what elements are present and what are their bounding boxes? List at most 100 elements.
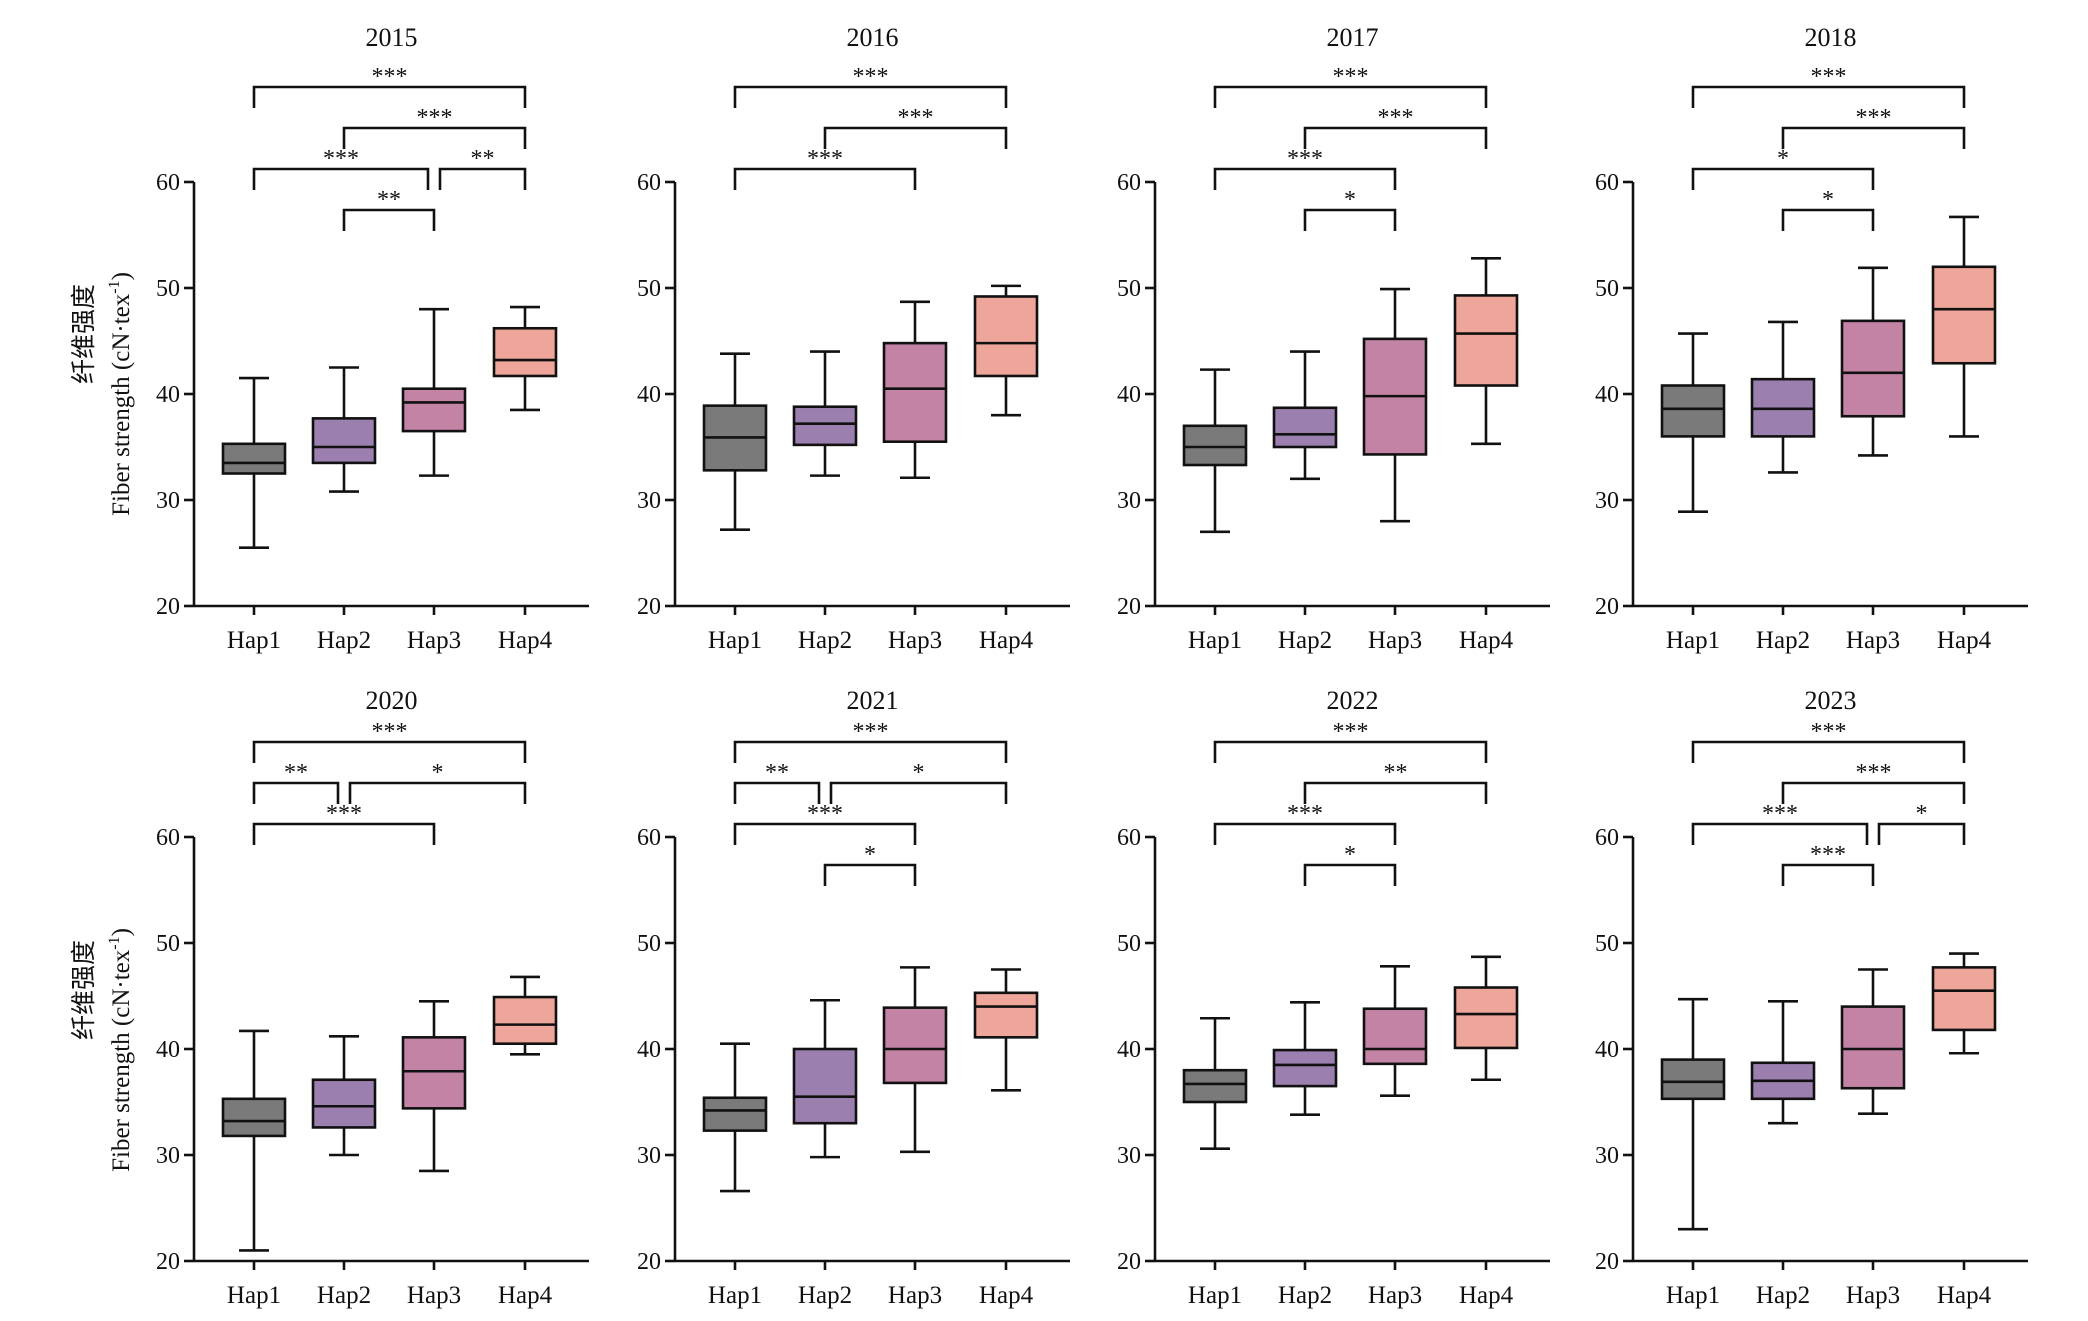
- x-tick-label: Hap2: [1278, 627, 1332, 654]
- significance-label: ***: [417, 105, 453, 131]
- box-Hap2: [1272, 1001, 1338, 1117]
- significance-bracket: [252, 822, 436, 845]
- x-tick-label: Hap4: [1459, 1282, 1514, 1309]
- box-Hap3: [401, 307, 467, 477]
- x-tick-label: Hap3: [1846, 1282, 1900, 1309]
- box-Hap2: [311, 1034, 377, 1157]
- x-tick-label: Hap2: [1756, 627, 1810, 654]
- y-tick-label: 40: [637, 1037, 661, 1063]
- box-iqr: [311, 417, 377, 465]
- y-tick-label: 60: [1117, 170, 1141, 196]
- significance-label: ***: [1856, 105, 1892, 131]
- significance-bracket: [252, 85, 527, 108]
- box-Hap4: [973, 968, 1039, 1092]
- significance-bracket: [1691, 822, 1869, 845]
- significance-label: ***: [1811, 719, 1847, 745]
- box-iqr: [702, 1096, 768, 1132]
- box-Hap4: [492, 305, 558, 412]
- x-tick-label: Hap4: [1937, 1282, 1992, 1309]
- significance-bracket: [252, 167, 430, 190]
- box-iqr: [492, 995, 558, 1045]
- box-iqr: [1660, 1058, 1726, 1101]
- x-tick-label: Hap2: [798, 627, 852, 654]
- panel-title: 2020: [366, 686, 418, 715]
- significance-label: ***: [372, 719, 408, 745]
- box-Hap4: [1931, 952, 1997, 1055]
- significance-bracket: [1781, 863, 1875, 886]
- x-tick-label: Hap2: [798, 1282, 852, 1309]
- box-iqr: [792, 1047, 858, 1125]
- significance-bracket: [348, 781, 527, 804]
- significance-label: ***: [807, 146, 843, 172]
- x-tick-label: Hap3: [888, 1282, 942, 1309]
- box-iqr: [1840, 319, 1906, 418]
- box-Hap3: [1362, 965, 1428, 1097]
- significance-bracket: [1781, 126, 1966, 149]
- y-tick-label: 50: [637, 931, 661, 957]
- significance-label: ***: [1287, 146, 1323, 172]
- y-tick-label: 20: [156, 594, 180, 620]
- x-tick-label: Hap4: [1937, 627, 1992, 654]
- y-tick-label: 40: [1595, 382, 1619, 408]
- y-tick-label: 30: [1117, 1143, 1141, 1169]
- x-tick-label: Hap1: [227, 1282, 281, 1309]
- box-Hap3: [882, 300, 948, 480]
- y-tick-label: 60: [637, 170, 661, 196]
- panel-title: 2021: [847, 686, 899, 715]
- x-tick-label: Hap4: [1459, 627, 1514, 654]
- box-Hap3: [882, 966, 948, 1154]
- significance-bracket: [1691, 740, 1966, 763]
- significance-bracket: [1213, 740, 1488, 763]
- box-iqr: [1660, 384, 1726, 438]
- chart-panel-2016: 2016 20 30 40 50 60 Hap1 Hap2 Hap3 Hap4 *** *** ***: [637, 23, 1070, 654]
- box-Hap2: [1272, 350, 1338, 481]
- significance-label: *: [864, 842, 876, 868]
- y-axis-label-row-1: 纤维强度 Fiber strength (cN·tex-1): [70, 272, 135, 516]
- significance-label: *: [1916, 801, 1928, 827]
- significance-bracket: [1213, 85, 1488, 108]
- x-tick-label: Hap3: [407, 1282, 461, 1309]
- y-tick-label: 60: [637, 825, 661, 851]
- box-Hap1: [702, 352, 768, 531]
- box-Hap3: [401, 999, 467, 1173]
- significance-bracket: [733, 85, 1008, 108]
- x-tick-label: Hap1: [708, 1282, 762, 1309]
- x-tick-label: Hap1: [227, 627, 281, 654]
- significance-label: ***: [1333, 64, 1369, 90]
- x-tick-label: Hap3: [1846, 627, 1900, 654]
- box-Hap1: [1182, 1016, 1248, 1150]
- x-tick-label: Hap1: [708, 627, 762, 654]
- y-tick-label: 30: [156, 488, 180, 514]
- box-iqr: [311, 1078, 377, 1129]
- significance-brackets: **********: [733, 719, 1008, 886]
- box-iqr: [1931, 966, 1997, 1032]
- significance-label: ***: [1762, 801, 1798, 827]
- significance-brackets: *************: [1691, 719, 1966, 886]
- x-tick-label: Hap2: [1278, 1282, 1332, 1309]
- box-iqr: [1272, 1048, 1338, 1088]
- y-tick-label: 60: [156, 170, 180, 196]
- x-tick-label: Hap1: [1188, 1282, 1242, 1309]
- x-tick-label: Hap2: [317, 627, 371, 654]
- panel-title: 2016: [847, 23, 899, 52]
- box-iqr: [882, 1006, 948, 1085]
- box-Hap4: [1453, 257, 1519, 446]
- y-tick-label: 40: [156, 382, 180, 408]
- significance-bracket: [733, 822, 917, 845]
- y-axis-label-en-sup: -1: [106, 936, 123, 949]
- x-tick-label: Hap4: [979, 1282, 1034, 1309]
- y-tick-label: 40: [1117, 382, 1141, 408]
- x-tick-label: Hap3: [1368, 627, 1422, 654]
- box-Hap2: [792, 350, 858, 477]
- box-Hap4: [1931, 215, 1997, 438]
- y-axis-label-en-sup: -1: [106, 280, 123, 293]
- significance-bracket: [733, 781, 821, 804]
- y-axis-label-en-main: Fiber strength (cN·tex: [108, 949, 135, 1172]
- y-tick-label: 50: [1595, 931, 1619, 957]
- box-iqr: [973, 295, 1039, 378]
- significance-bracket: [342, 208, 436, 231]
- box-iqr: [1362, 1007, 1428, 1066]
- y-tick-label: 60: [1117, 825, 1141, 851]
